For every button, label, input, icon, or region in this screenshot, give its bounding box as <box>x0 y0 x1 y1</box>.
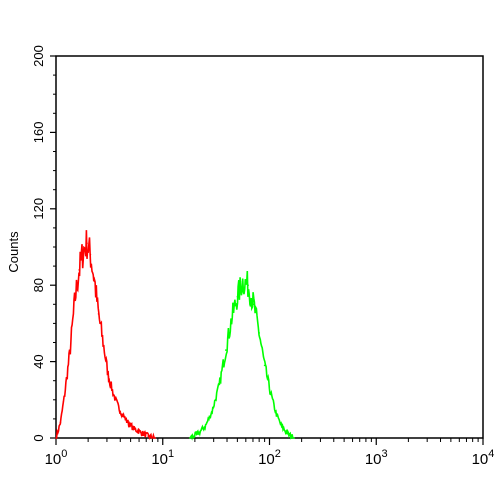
series-layer <box>55 230 295 441</box>
series-1-point <box>236 295 239 298</box>
series-1-point <box>225 349 227 351</box>
series-0-point <box>93 280 96 283</box>
y-tick-label: 0 <box>31 434 46 441</box>
y-tick-label: 200 <box>31 45 46 67</box>
series-0-point <box>102 345 105 348</box>
series-0-point <box>139 431 142 434</box>
y-tick-label: 40 <box>31 354 46 368</box>
series-1-point <box>269 391 272 394</box>
series-0-point <box>69 351 71 353</box>
series-1-point <box>263 364 266 367</box>
series-0-point <box>132 427 135 430</box>
x-tick-label: 100 <box>45 448 68 468</box>
series-0-point <box>119 410 122 413</box>
series-1-point <box>230 318 233 321</box>
y-tick-label: 120 <box>31 198 46 220</box>
series-1-point <box>204 425 206 428</box>
series-1-point <box>275 412 277 415</box>
series-1-point <box>287 433 290 436</box>
series-1-point <box>218 383 221 386</box>
series-0-point <box>147 435 149 437</box>
y-axis-label: Counts <box>6 231 21 273</box>
series-0-point <box>74 299 76 302</box>
series-0-point <box>113 395 115 397</box>
series-0-point <box>55 437 57 439</box>
series-1-point <box>280 425 283 428</box>
series-1-point <box>189 437 191 439</box>
series-1-point <box>247 284 249 287</box>
series-0-point <box>125 420 128 422</box>
series-0-trace <box>55 230 156 441</box>
series-0-point <box>107 376 110 378</box>
series-0-point <box>89 253 92 256</box>
series-1-point <box>252 303 255 306</box>
series-0-point <box>97 313 100 315</box>
series-1-trace <box>189 270 295 441</box>
series-0-point <box>82 250 85 252</box>
series-1-point <box>258 332 261 334</box>
x-tick-label: 102 <box>258 448 281 468</box>
y-tick-label: 160 <box>31 122 46 144</box>
x-axis-ticks: 100 101 102 103 104 <box>45 438 495 468</box>
x-tick-label: 101 <box>151 448 174 468</box>
series-0-point <box>63 395 66 397</box>
series-0-point <box>154 437 156 439</box>
x-tick-label: 104 <box>472 448 495 468</box>
series-0-point <box>78 269 80 271</box>
series-1-point <box>196 433 198 436</box>
series-0-point <box>59 421 62 424</box>
series-1-point <box>293 437 295 439</box>
y-tick-label: 80 <box>31 278 46 292</box>
series-1-point <box>211 410 213 413</box>
series-1-point <box>241 280 244 283</box>
y-axis-ticks: 0 40 80 120 160 200 <box>31 45 56 442</box>
x-tick-label: 103 <box>365 448 388 468</box>
series-0-point <box>86 242 88 244</box>
